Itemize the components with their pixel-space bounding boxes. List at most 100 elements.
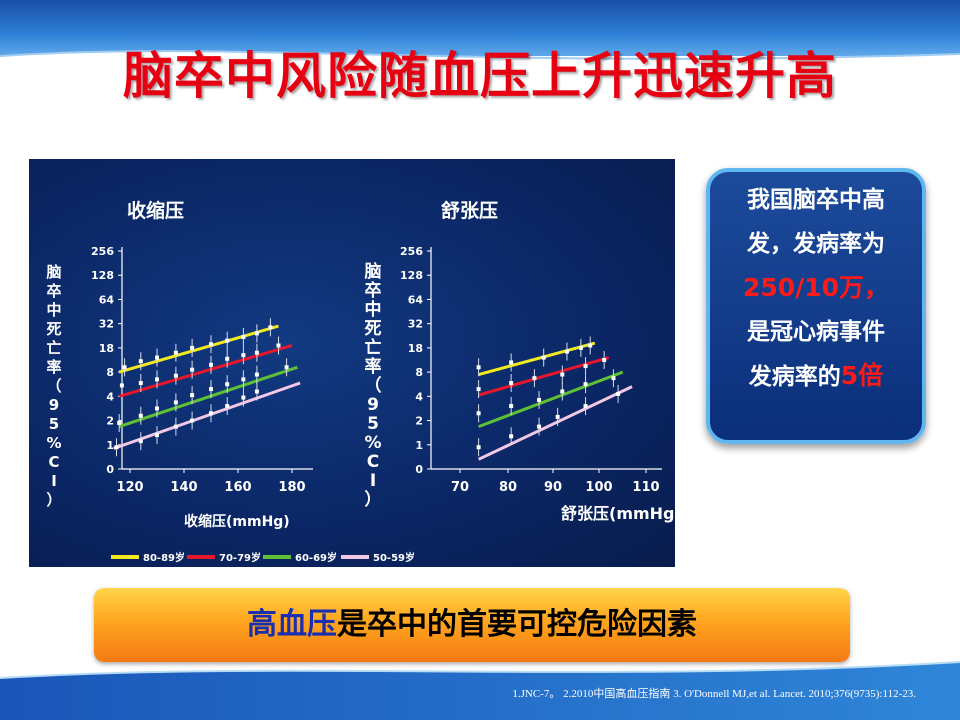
info-line-1: 我国脑卒中高 [747, 187, 885, 213]
data-point [155, 406, 159, 411]
y-axis-label-char: % [46, 434, 61, 452]
y-tick-label: 64 [408, 293, 424, 306]
y-axis-label-char: 脑 [365, 261, 382, 282]
y-axis-label-char: （ [365, 375, 382, 396]
y-tick-label: 1 [415, 439, 423, 452]
data-point [560, 389, 565, 394]
data-point [254, 389, 259, 394]
x-tick-label: 180 [278, 480, 305, 495]
y-axis-label-char: 5 [49, 415, 59, 433]
data-point [509, 404, 514, 409]
data-point [564, 349, 569, 354]
series-fit-line [478, 370, 624, 429]
y-tick-label: 4 [415, 390, 423, 403]
y-axis-label-char: 5 [367, 414, 379, 434]
data-point [173, 350, 178, 355]
legend-label: 50-59岁 [373, 551, 415, 564]
info-line-5: 发病率的5倍 [710, 354, 922, 399]
data-point [225, 382, 230, 387]
x-axis-label: 收缩压(mmHg) [184, 513, 290, 530]
data-point [476, 445, 481, 450]
y-axis-label-char: 中 [46, 301, 61, 319]
y-tick-label: 8 [415, 366, 423, 379]
data-point [555, 414, 560, 419]
data-point [509, 434, 514, 439]
legend-label: 70-79岁 [219, 551, 261, 564]
data-point [560, 372, 565, 377]
x-tick-label: 160 [224, 480, 251, 495]
data-point [268, 325, 273, 330]
data-point [138, 359, 143, 364]
y-axis-label-char: 中 [365, 299, 382, 320]
data-point [114, 445, 119, 450]
legend-label: 60-69岁 [295, 551, 337, 564]
y-tick-label: 32 [408, 318, 423, 331]
data-point [537, 397, 542, 402]
data-point [190, 418, 195, 423]
banner-accent-text: 高血压 [247, 607, 337, 642]
slide-title: 脑卒中风险随血压上升迅速升高 [123, 47, 837, 105]
x-axis-label: 舒张压(mmHg) [561, 504, 675, 523]
y-axis-label-char: 卒 [46, 282, 61, 300]
data-point [138, 413, 143, 418]
y-axis-label-char: 率 [365, 356, 382, 377]
y-axis-label-char: 9 [49, 396, 59, 414]
y-axis-label-char: I [51, 472, 57, 490]
y-axis-label-char: ） [46, 491, 61, 509]
data-point [509, 381, 514, 386]
data-point [532, 376, 537, 381]
data-point [241, 353, 246, 358]
data-point [190, 345, 195, 350]
y-axis-label-char: 9 [367, 395, 379, 415]
data-point [284, 365, 289, 370]
y-axis-label-char: 亡 [46, 339, 61, 357]
series-fit-line [118, 344, 293, 398]
y-axis-label-char: 率 [46, 358, 61, 376]
top-header-bar [0, 0, 960, 56]
y-tick-label: 128 [91, 269, 114, 282]
y-axis-label-char: 死 [46, 320, 61, 338]
info-line-2: 发，发病率为 [747, 231, 885, 257]
y-tick-label: 0 [415, 463, 423, 476]
data-point [611, 376, 616, 381]
data-point [209, 411, 213, 416]
data-point [476, 387, 481, 392]
key-message-banner: 高血压是卒中的首要可控危险因素 [94, 588, 850, 662]
banner-text: 是卒中的首要可控危险因素 [337, 607, 697, 642]
y-axis-label-char: I [370, 471, 376, 491]
data-point [155, 377, 159, 382]
data-point [122, 365, 127, 370]
data-point [225, 356, 230, 361]
references: 1.JNC-7。 2.2010中国高血压指南 3. O'Donnell MJ,e… [512, 688, 916, 700]
y-axis-label-char: （ [46, 377, 61, 395]
series-fit-line [113, 381, 301, 450]
chart-panel: 收缩压 0 1 2 4 8 18 32 64 128 256 120 140 160 180 收缩压(mmHg… [29, 159, 675, 567]
data-point [476, 365, 481, 370]
y-tick-label: 2 [106, 415, 114, 428]
x-tick-label: 70 [451, 480, 469, 495]
x-tick-label: 90 [544, 480, 562, 495]
y-axis-label-char: ） [365, 489, 382, 510]
data-point [138, 381, 143, 386]
data-point [225, 338, 230, 343]
data-point [241, 334, 246, 339]
y-tick-label: 2 [415, 415, 423, 428]
y-axis-label-char: 脑 [46, 263, 61, 281]
data-point [578, 345, 583, 350]
data-point [541, 355, 546, 360]
y-axis-label-char: C [48, 453, 59, 471]
data-point [190, 367, 195, 372]
x-tick-label: 100 [585, 480, 612, 495]
y-axis-label-char: 死 [365, 319, 382, 339]
data-point [209, 362, 213, 367]
chart-title: 舒张压 [441, 199, 498, 222]
x-tick-label: 80 [499, 480, 517, 495]
data-point [476, 411, 481, 416]
data-point [537, 424, 542, 429]
data-point [254, 350, 259, 355]
data-point [254, 331, 259, 336]
data-point [117, 420, 122, 425]
data-point [276, 343, 281, 348]
data-point [209, 342, 213, 347]
x-tick-label: 140 [170, 480, 197, 495]
